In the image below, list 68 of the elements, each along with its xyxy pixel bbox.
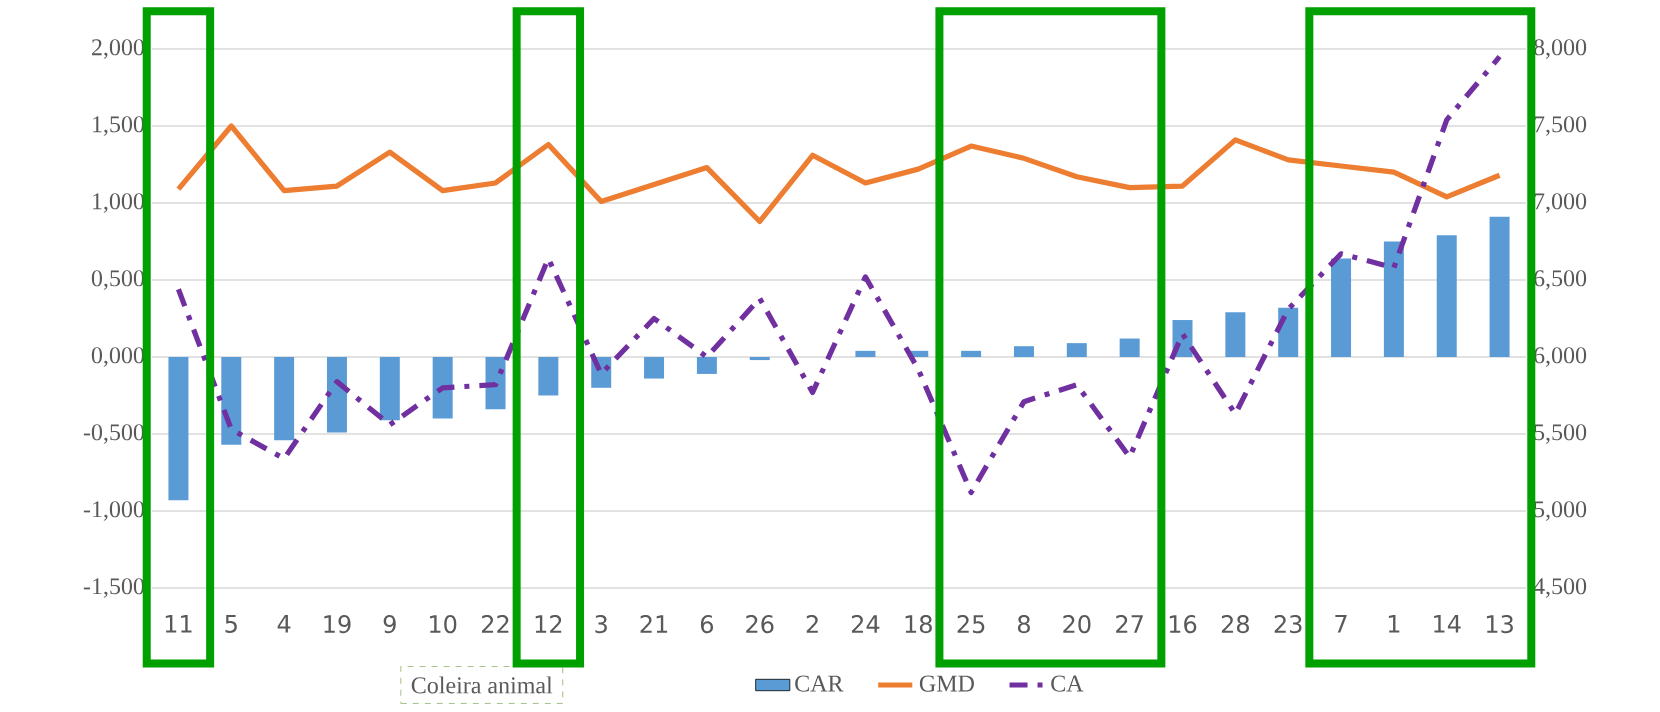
bar <box>485 356 506 410</box>
x-tick-label: 20 <box>1063 615 1091 634</box>
x-tick-label: 24 <box>851 615 880 633</box>
x-tick-label: 6 <box>700 615 714 634</box>
y2-tick-label: 5,000 <box>1534 501 1587 521</box>
bar <box>1436 235 1457 357</box>
x-tick-label: 1 <box>1388 615 1400 633</box>
bar <box>326 356 347 433</box>
legend-label: GMD <box>919 675 974 692</box>
bar <box>538 356 559 396</box>
bar <box>644 356 665 379</box>
bar <box>855 350 876 357</box>
y2-tick-label: 7,000 <box>1534 193 1587 213</box>
x-tick-label: 4 <box>277 615 291 633</box>
bar <box>379 356 400 421</box>
x-tick-label: 7 <box>1335 615 1347 633</box>
bar <box>1225 312 1246 357</box>
bar <box>1383 241 1404 357</box>
bar <box>274 356 295 441</box>
y-tick-label: 2,000 <box>92 39 145 59</box>
x-tick-label: 16 <box>1169 615 1197 634</box>
x-tick-label: 19 <box>324 615 351 634</box>
x-axis-title: Coleira animal <box>411 676 553 694</box>
bar <box>1013 346 1034 357</box>
x-tick-label: 11 <box>165 615 192 633</box>
y2-tick-label: 7,500 <box>1534 116 1587 136</box>
y-tick-label: 1,000 <box>93 193 145 213</box>
y-tick-label: -1,500 <box>83 578 145 598</box>
y-tick-label: -1,000 <box>83 501 145 521</box>
y-tick-label: 0,000 <box>91 347 145 367</box>
bar <box>696 356 717 374</box>
bar <box>961 350 982 357</box>
bar <box>1119 338 1140 357</box>
bar <box>1278 307 1299 357</box>
y-tick-label: 1,500 <box>93 116 145 136</box>
y-tick-label: 0,500 <box>91 270 145 290</box>
x-tick-label: 18 <box>905 615 932 634</box>
x-tick-label: 25 <box>957 615 985 634</box>
x-tick-label: 23 <box>1274 615 1302 634</box>
x-tick-label: 3 <box>595 615 607 634</box>
bar <box>1331 258 1352 357</box>
bar <box>1066 343 1087 357</box>
bar <box>1489 216 1510 357</box>
x-tick-label: 28 <box>1221 615 1249 634</box>
legend-label: CAR <box>795 675 844 692</box>
x-tick-label: 2 <box>806 615 818 633</box>
x-tick-label: 22 <box>482 615 509 633</box>
x-tick-label: 9 <box>383 615 396 634</box>
y2-tick-label: 4,500 <box>1533 578 1587 598</box>
x-tick-label: 8 <box>1017 615 1030 634</box>
x-tick-label: 13 <box>1486 615 1513 634</box>
bar <box>168 356 189 501</box>
bar <box>749 356 770 361</box>
y2-tick-label: 6,000 <box>1534 347 1587 367</box>
x-tick-label: 27 <box>1116 615 1143 633</box>
x-tick-label: 21 <box>640 615 668 633</box>
bar <box>432 356 453 419</box>
bar <box>221 356 242 445</box>
y2-tick-label: 6,500 <box>1534 270 1587 290</box>
y-tick-label: -0,500 <box>83 424 145 444</box>
legend-label: CA <box>1051 675 1084 692</box>
x-tick-label: 5 <box>225 615 237 633</box>
x-tick-label: 26 <box>746 615 774 634</box>
x-tick-label: 10 <box>430 615 457 634</box>
x-tick-label: 14 <box>1434 615 1461 633</box>
y2-tick-label: 5,500 <box>1534 424 1587 444</box>
x-tick-label: 12 <box>535 615 562 633</box>
y2-tick-label: 8,000 <box>1533 39 1587 59</box>
